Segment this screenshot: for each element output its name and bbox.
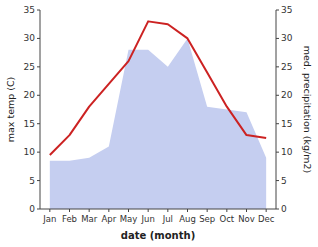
y2-tick-label: 25 [281,62,292,72]
y-tick-label: 30 [24,33,36,43]
y2-tick-label: 30 [281,33,293,43]
y-tick [37,10,40,11]
y2-tick [276,10,279,11]
plot-area [50,21,266,209]
x-tick-label: Jun [141,214,155,224]
x-tick [49,209,50,212]
y2-tick-label: 5 [281,176,287,186]
y2-tick [276,95,279,96]
y2-axis-label: med. precipitation (kg/m2) [302,46,313,173]
y2-axis [276,10,277,209]
x-tick-label: Feb [62,214,77,224]
x-tick [128,209,129,212]
chart: 0 5 10 15 20 25 30 35 0 5 10 15 20 25 30 35 Jan Feb MarApr… [0,0,318,247]
y2-tick-label: 10 [281,147,293,157]
y-tick [37,123,40,124]
x-tick [148,209,149,212]
y-tick-label: 10 [24,147,36,157]
x-tick-label: Nov [238,214,255,224]
y2-tick [276,180,279,181]
y-tick [37,95,40,96]
y2-tick [276,66,279,67]
y2-tick-label: 15 [281,119,292,129]
y-tick [37,152,40,153]
y2-tick [276,152,279,153]
temperature-line [50,21,266,155]
y-tick-label: 15 [24,119,35,129]
y2-tick-label: 0 [281,204,287,214]
y2-tick [276,209,279,210]
x-axis [40,209,276,210]
x-tick [69,209,70,212]
x-tick-label: Apr [101,214,116,224]
y2-tick [276,123,279,124]
x-tick-label: Sep [199,214,215,224]
x-tick-label: Jul [162,214,173,224]
x-tick [266,209,267,212]
precipitation-area [50,38,266,209]
x-tick [187,209,188,212]
x-tick-label: Jan [42,214,56,224]
x-tick-label: Aug [179,214,196,224]
x-tick-label: Mar [81,214,98,224]
y2-tick-label: 35 [281,5,292,15]
y-tick-label: 25 [24,62,35,72]
x-tick [246,209,247,212]
y-tick [37,209,40,210]
x-tick [207,209,208,212]
x-tick-label: Oct [219,214,234,224]
y-tick-label: 35 [24,5,35,15]
x-tick [226,209,227,212]
x-tick [108,209,109,212]
x-axis-label: date (month) [121,230,195,241]
y-axis-label: max temp (C) [5,77,16,143]
y-tick [37,180,40,181]
y2-tick [276,38,279,39]
y-tick-label: 0 [29,204,35,214]
x-tick [167,209,168,212]
y-axis [40,10,41,209]
x-tick-label: May [120,214,138,224]
x-tick-label: Dec [258,214,275,224]
y-tick [37,66,40,67]
y2-tick-label: 20 [281,90,293,100]
x-tick [89,209,90,212]
y-tick-label: 20 [24,90,36,100]
y-tick-label: 5 [29,176,35,186]
y-tick [37,38,40,39]
